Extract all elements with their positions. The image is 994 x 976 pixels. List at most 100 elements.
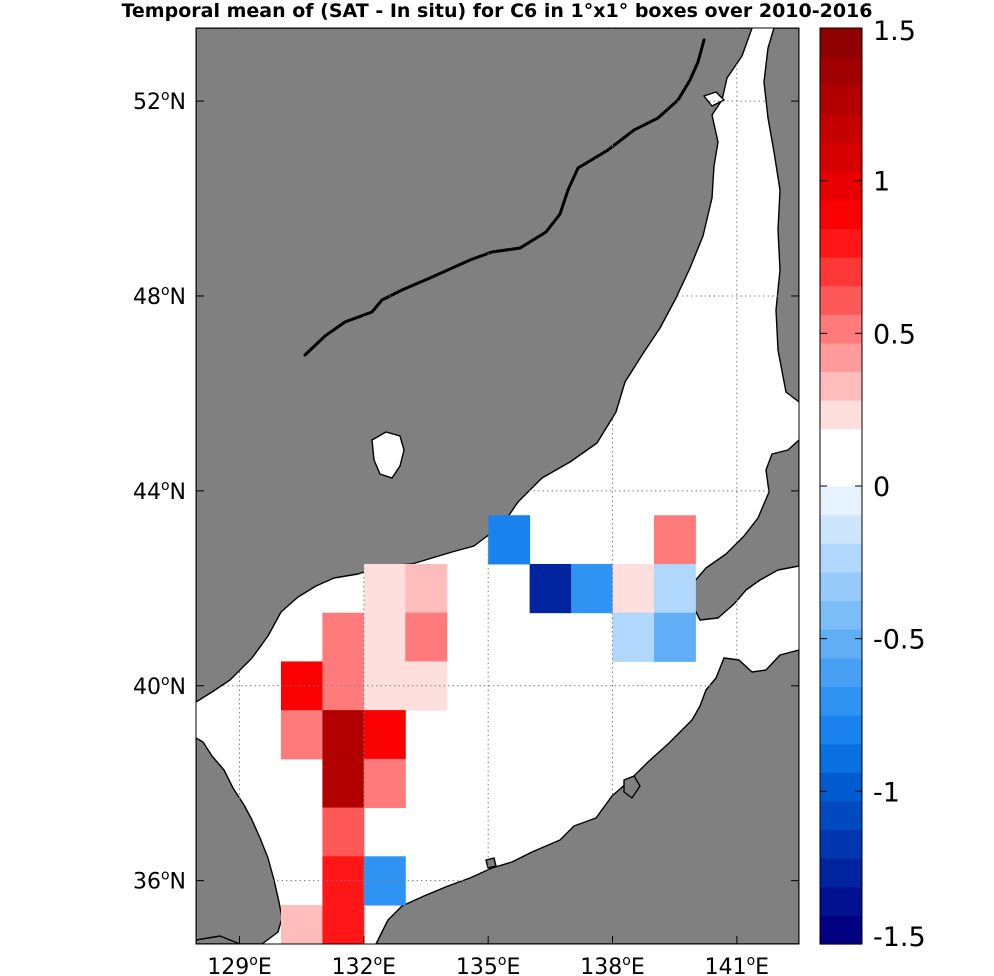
land-sado-island xyxy=(623,775,641,799)
colorbar-swatch xyxy=(820,400,862,430)
colorbar-swatch xyxy=(820,257,862,287)
colorbar-tick-label: 0 xyxy=(873,472,890,503)
lat-tick-degrees: 44 xyxy=(133,480,161,505)
lat-tick-degrees: 48 xyxy=(133,285,161,310)
lon-tick-label: 132oE xyxy=(332,953,396,976)
lon-tick-label: 138oE xyxy=(580,953,644,976)
data-cell xyxy=(405,563,448,614)
colorbar-swatch xyxy=(820,829,862,859)
data-cell xyxy=(280,710,323,760)
colorbar-swatch xyxy=(820,629,862,659)
lat-tick-label: 40oN xyxy=(133,673,186,700)
data-cell xyxy=(363,612,406,662)
data-cell xyxy=(322,807,365,857)
colorbar-swatch xyxy=(820,342,862,373)
lon-tick-label: 129oE xyxy=(207,953,271,976)
data-cell xyxy=(322,661,365,711)
map-title: Temporal mean of (SAT - In situ) for C6 … xyxy=(121,0,873,22)
data-cell xyxy=(363,563,406,614)
data-cell xyxy=(322,905,365,944)
lon-tick-degrees: 141 xyxy=(705,955,747,976)
colorbar-tick-label: -1 xyxy=(873,777,900,808)
land-oki-island xyxy=(485,857,497,869)
colorbar-ticks: 1.5 1 0.5 0 -0.5 -1 -1.5 xyxy=(820,16,926,953)
degree-symbol: o xyxy=(747,953,756,969)
degree-symbol: o xyxy=(498,953,507,969)
lon-tick-label: 141oE xyxy=(705,953,769,976)
data-cell xyxy=(280,905,323,944)
colorbar-swatch xyxy=(820,543,862,573)
colorbar-swatch xyxy=(820,600,862,630)
lake-khanka xyxy=(371,431,405,479)
lon-tick-hemisphere: E xyxy=(755,955,769,976)
colorbar-swatch xyxy=(820,428,862,458)
data-cell xyxy=(322,612,365,662)
lon-tick-label: 135oE xyxy=(456,953,520,976)
degree-symbol: o xyxy=(161,478,170,494)
colorbar-tick-label: 1 xyxy=(873,167,890,198)
data-cell xyxy=(322,710,365,760)
lat-tick-degrees: 36 xyxy=(133,870,161,895)
land-japan-honshu xyxy=(375,649,799,944)
colorbar-tick-label: 0.5 xyxy=(873,319,916,350)
lon-tick-degrees: 129 xyxy=(207,955,249,976)
colorbar-swatch xyxy=(820,800,862,831)
land-masses xyxy=(196,28,799,944)
degree-symbol: o xyxy=(161,283,170,299)
colorbar-swatch xyxy=(820,514,862,544)
data-cell xyxy=(280,661,323,711)
colorbar-tick-label: 1.5 xyxy=(873,16,916,47)
degree-symbol: o xyxy=(161,673,170,689)
lat-tick-hemisphere: N xyxy=(170,90,186,115)
degree-symbol: o xyxy=(161,88,170,104)
lon-tick-hemisphere: E xyxy=(258,955,272,976)
lon-tick-hemisphere: E xyxy=(382,955,396,976)
data-cell xyxy=(363,710,406,760)
data-cell xyxy=(488,515,531,565)
data-cell xyxy=(653,563,696,614)
data-cell xyxy=(653,612,696,662)
land-asian-mainland xyxy=(196,28,753,703)
colorbar-swatch xyxy=(820,199,862,229)
lat-tick-hemisphere: N xyxy=(170,285,186,310)
data-cells xyxy=(280,515,696,944)
colorbar-swatch xyxy=(820,371,862,401)
lon-tick-degrees: 135 xyxy=(456,955,498,976)
colorbar-swatch xyxy=(820,743,862,773)
data-cell xyxy=(612,563,655,614)
lon-tick-degrees: 138 xyxy=(580,955,622,976)
lat-tick-degrees: 40 xyxy=(133,675,161,700)
map-frame xyxy=(195,27,800,945)
inland-water xyxy=(303,38,726,479)
colorbar-swatch xyxy=(820,571,862,602)
data-cell xyxy=(612,612,655,662)
lat-tick-label: 48oN xyxy=(133,283,186,310)
colorbar-swatch xyxy=(820,457,862,487)
data-cell xyxy=(653,515,696,565)
degree-symbol: o xyxy=(374,953,383,969)
degree-symbol: o xyxy=(622,953,631,969)
lon-tick-hemisphere: E xyxy=(631,955,645,976)
land-korea-south xyxy=(196,737,283,944)
colorbar-swatch xyxy=(820,915,862,945)
lon-tick-hemisphere: E xyxy=(507,955,521,976)
colorbar-swatch xyxy=(820,28,862,58)
colorbar-swatch xyxy=(820,142,862,172)
colorbar-swatch xyxy=(820,858,862,888)
data-cell xyxy=(322,758,365,809)
colorbar-tick-label: -0.5 xyxy=(873,625,926,656)
lat-tick-label: 44oN xyxy=(133,478,186,505)
lat-tick-label: 52oN xyxy=(133,88,186,115)
lat-tick-hemisphere: N xyxy=(170,480,186,505)
river-amur xyxy=(303,38,706,357)
colorbar-swatch xyxy=(820,314,862,344)
lat-tick-hemisphere: N xyxy=(170,870,186,895)
colorbar-swatch xyxy=(820,657,862,687)
river-mouth-lagoon xyxy=(702,91,726,107)
lat-tick-degrees: 52 xyxy=(133,90,161,115)
colorbar: 1.5 1 0.5 0 -0.5 -1 -1.5 xyxy=(819,16,926,953)
colorbar-swatch xyxy=(820,486,862,516)
data-cell xyxy=(363,758,406,809)
